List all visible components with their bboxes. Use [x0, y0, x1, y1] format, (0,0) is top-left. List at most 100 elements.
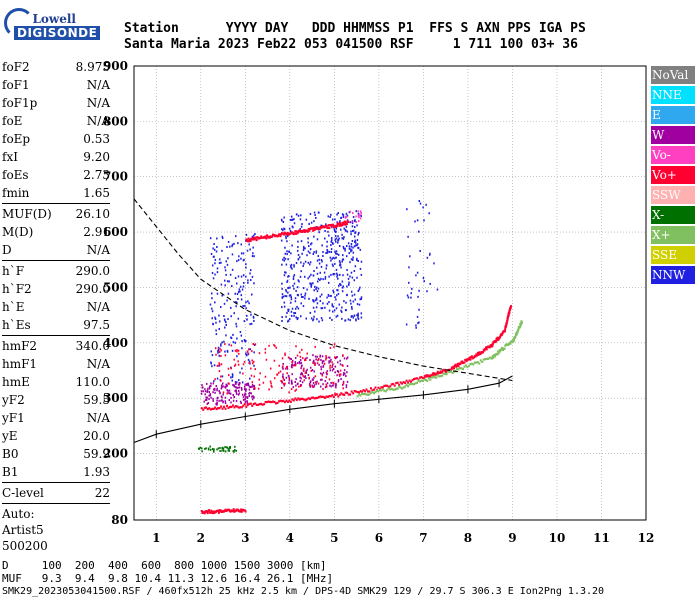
echo-point: [348, 211, 351, 214]
echo-point: [303, 247, 305, 250]
echo-point: [316, 272, 319, 275]
echo-point: [301, 348, 303, 351]
echo-point: [292, 277, 295, 280]
trace-point: [383, 384, 386, 387]
echo-point: [213, 450, 215, 453]
echo-point: [295, 345, 297, 348]
trace-point: [273, 400, 276, 404]
echo-point: [214, 262, 216, 265]
trace-point: [469, 363, 472, 366]
echo-point: [297, 307, 300, 310]
trace-point: [491, 344, 494, 347]
echo-point: [353, 293, 356, 296]
param-value: N/A: [86, 96, 110, 110]
echo-point: [309, 358, 311, 361]
echo-point: [337, 277, 339, 280]
echo-point: [405, 323, 408, 326]
echo-point: [352, 229, 355, 232]
echo-point: [314, 214, 316, 217]
trace-point: [205, 406, 208, 409]
trace-point: [271, 235, 274, 238]
trace-point: [237, 406, 240, 409]
echo-point: [214, 316, 216, 319]
trace-point: [447, 370, 450, 373]
echo-point: [316, 318, 318, 321]
echo-point: [218, 390, 220, 393]
echo-point: [327, 215, 330, 218]
echo-point: [206, 389, 209, 392]
echo-point: [406, 208, 408, 211]
echo-point: [241, 381, 244, 384]
echo-point: [341, 254, 344, 257]
echo-point: [317, 357, 320, 360]
echo-point: [235, 399, 238, 402]
echo-point: [336, 294, 338, 297]
echo-point: [280, 239, 283, 242]
echo-point: [346, 380, 349, 383]
echo-point: [330, 244, 332, 247]
trace-point: [496, 350, 499, 353]
echo-point: [240, 402, 242, 405]
echo-point: [280, 380, 283, 383]
echo-point: [284, 252, 287, 255]
trace-point: [344, 220, 347, 223]
trace-point: [482, 358, 485, 361]
echo-point: [227, 389, 229, 392]
echo-point: [330, 295, 332, 298]
echo-point: [316, 290, 319, 293]
echo-point: [217, 346, 220, 349]
echo-point: [350, 302, 352, 305]
echo-point: [223, 314, 225, 317]
trace-point: [503, 330, 506, 333]
echo-point: [248, 302, 250, 305]
echo-point: [268, 344, 270, 347]
echo-point: [324, 306, 326, 309]
param-label: foF1p: [2, 96, 38, 110]
echo-point: [354, 239, 356, 242]
echo-point: [305, 317, 307, 320]
echo-point: [251, 359, 253, 362]
echo-point: [281, 282, 283, 285]
echo-point: [211, 310, 214, 313]
echo-point: [304, 260, 307, 263]
echo-point: [241, 340, 243, 343]
echo-point: [300, 371, 303, 374]
echo-point: [226, 263, 229, 266]
trace-point: [441, 374, 444, 377]
trace-point: [395, 387, 398, 390]
echo-point: [262, 381, 265, 384]
echo-point: [225, 323, 227, 326]
echo-point: [230, 376, 232, 379]
echo-point: [274, 345, 276, 348]
echo-point: [212, 277, 215, 280]
echo-point: [325, 356, 327, 359]
echo-point: [326, 245, 328, 248]
echo-point: [222, 385, 224, 388]
trace-point: [307, 397, 310, 400]
echo-point: [213, 364, 216, 367]
echo-point: [287, 309, 290, 312]
echo-point: [315, 251, 318, 254]
echo-point: [295, 213, 298, 216]
echo-point: [280, 387, 283, 390]
echo-point: [234, 381, 237, 384]
echo-point: [416, 271, 419, 274]
trace-point: [265, 237, 268, 240]
echo-point: [202, 386, 204, 389]
echo-point: [358, 219, 360, 222]
echo-point: [233, 384, 235, 387]
trace-point: [456, 364, 459, 367]
echo-point: [249, 269, 252, 272]
echo-point: [341, 213, 344, 216]
trace-point: [247, 237, 250, 240]
echo-point: [351, 307, 353, 310]
echo-point: [237, 297, 239, 300]
trace-point: [214, 406, 217, 409]
echo-point: [216, 364, 219, 367]
echo-point: [211, 297, 213, 300]
echo-point: [321, 355, 324, 358]
echo-point: [357, 317, 360, 320]
trace-point: [478, 362, 481, 365]
echo-point: [359, 248, 362, 251]
echo-point: [414, 220, 416, 223]
